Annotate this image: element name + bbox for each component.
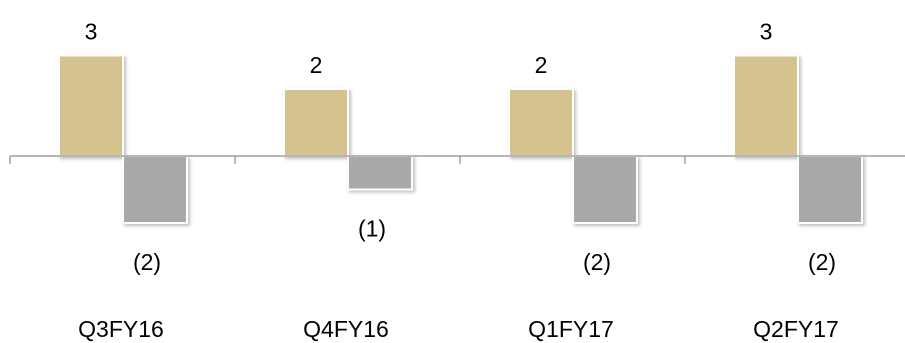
bar-negative-Q4FY16 xyxy=(347,155,413,191)
bar-positive-Q3FY16 xyxy=(58,54,124,157)
data-label-positive: 3 xyxy=(760,19,773,45)
data-label-negative: (2) xyxy=(808,249,836,275)
x-axis xyxy=(9,155,905,164)
data-label-positive: 2 xyxy=(535,52,548,78)
category-label: Q1FY17 xyxy=(528,316,614,342)
data-label-negative: (2) xyxy=(583,249,611,275)
category-label: Q4FY16 xyxy=(303,316,389,342)
data-label-positive: 2 xyxy=(310,52,323,78)
bars-group xyxy=(58,54,863,224)
bar-negative-Q3FY16 xyxy=(122,155,188,224)
bar-positive-Q4FY16 xyxy=(283,88,349,157)
data-labels-group: 3 (2) 2 (1) 2 (2) 3 (2) xyxy=(85,19,836,276)
bar-negative-Q2FY17 xyxy=(797,155,863,224)
bar-positive-Q2FY17 xyxy=(733,54,799,157)
bar-negative-Q1FY17 xyxy=(572,155,638,224)
category-label: Q2FY17 xyxy=(753,316,839,342)
data-label-negative: (1) xyxy=(358,216,386,242)
bar-positive-Q1FY17 xyxy=(508,88,574,157)
category-label: Q3FY16 xyxy=(78,316,164,342)
category-labels-group: Q3FY16 Q4FY16 Q1FY17 Q2FY17 xyxy=(78,316,839,342)
data-label-positive: 3 xyxy=(85,19,98,45)
data-label-negative: (2) xyxy=(133,249,161,275)
